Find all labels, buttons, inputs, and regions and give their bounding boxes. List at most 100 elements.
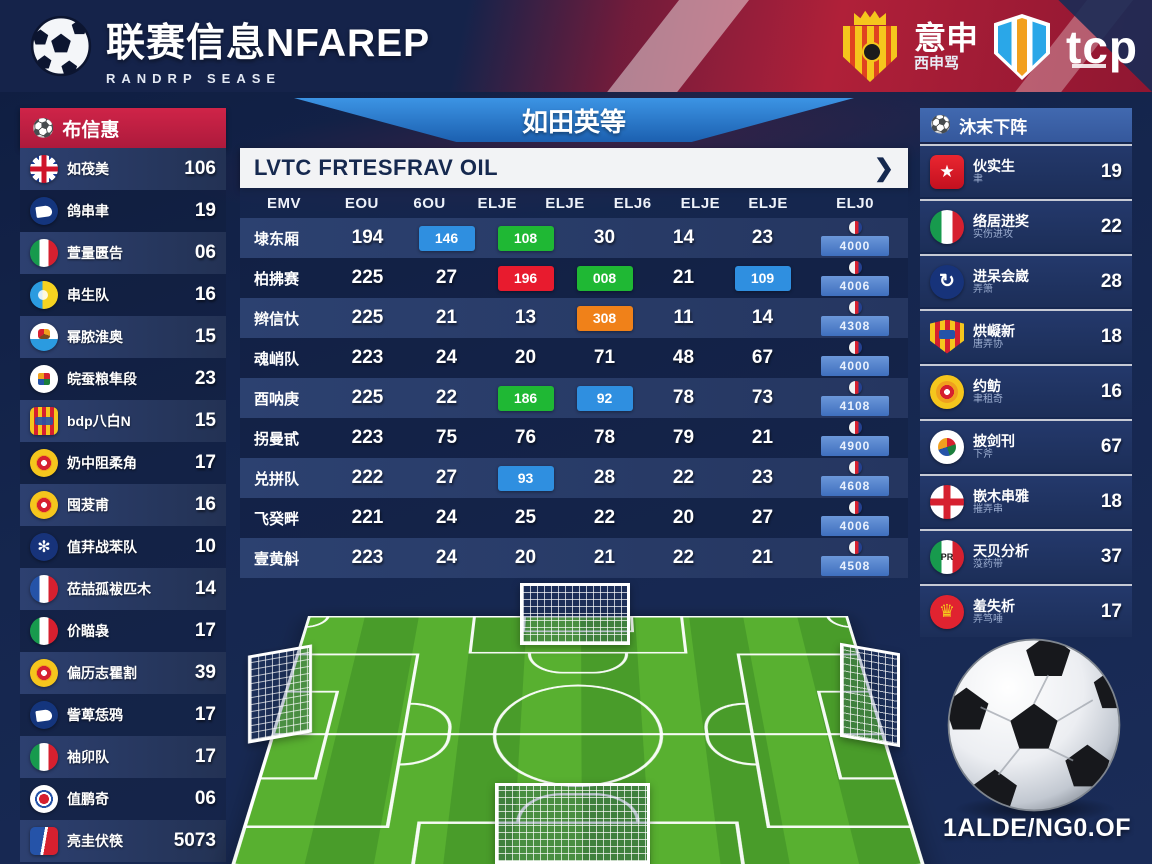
odds-button[interactable]: 4900 [821, 435, 889, 456]
left-list-item[interactable]: 萱量匮告 06 [20, 232, 226, 274]
row-team-name: 魂峭队 [254, 350, 300, 368]
stat-name: 伙实生 [973, 157, 1015, 174]
stat-subtitle: 聿 [973, 173, 983, 185]
table-row[interactable]: 飞癸畔 221 24 25 22 20 27 4006 [240, 498, 908, 538]
left-list-item[interactable]: 偏历志瞿割 39 [20, 652, 226, 694]
stat-value: 19 [1100, 160, 1122, 182]
table-row[interactable]: 辫信忕 225 21 13 308 11 14 4308 [240, 298, 908, 338]
team-value: 106 [184, 158, 216, 179]
chevron-right-icon[interactable]: ❯ [873, 154, 894, 182]
action-cell: 4000 [802, 220, 908, 256]
table-row[interactable]: 柏拂赛 225 27 196 008 21 109 4006 [240, 258, 908, 298]
stat-cell: 78 [593, 427, 616, 448]
odds-button[interactable]: 4006 [821, 275, 889, 296]
action-cell: 4000 [802, 340, 908, 376]
league-title-bar[interactable]: LVTC FRTESFRAV OIL ❯ [240, 148, 908, 188]
left-list-item[interactable]: 囤茇甫 16 [20, 484, 226, 526]
right-list-item[interactable]: 烘㠜新 唐弄协 18 [920, 309, 1132, 362]
left-list-item[interactable]: 鸽串聿 19 [20, 190, 226, 232]
team-name: 价瞄袅 [67, 623, 109, 639]
right-list-item[interactable]: 进呆会崴 弄箫 28 [920, 254, 1132, 307]
stat-value: 17 [1100, 600, 1122, 622]
odds-button[interactable]: 4006 [821, 515, 889, 536]
stat-cell: 79 [672, 427, 695, 448]
stat-badge: 308 [576, 305, 633, 331]
team-value: 14 [194, 578, 216, 599]
table-row[interactable]: 酉呐庚 225 22 186 92 78 73 4108 [240, 378, 908, 418]
page-subtitle: RANDRP SEASE [106, 71, 282, 86]
table-row[interactable]: 魂峭队 223 24 20 71 48 67 4000 [240, 338, 908, 378]
left-list-item[interactable]: 如茷美 106 [20, 148, 226, 190]
action-cell: 4006 [802, 500, 908, 536]
yellowcrest-icon [930, 374, 964, 409]
left-list-item[interactable]: 訾萆恁鸦 17 [20, 694, 226, 736]
right-list-item[interactable]: 嵌木串雅 摧弄串 18 [920, 474, 1132, 527]
navybird-icon [30, 701, 58, 729]
row-team-name: 辫信忕 [254, 310, 300, 328]
odds-button[interactable]: 4308 [821, 315, 889, 336]
left-list-item[interactable]: bdp八白N 15 [20, 400, 226, 442]
goal-bottom [495, 783, 650, 864]
team-value: 19 [194, 200, 216, 221]
team-value: 15 [194, 410, 216, 431]
page-title: 联赛信息NFAREP [106, 22, 431, 65]
left-penalty-arc [400, 702, 455, 766]
table-row[interactable]: 拐曼甙 223 75 76 78 79 21 4900 [240, 418, 908, 458]
left-list-item[interactable]: 值荓战苯队 10 [20, 526, 226, 568]
left-list-item[interactable]: 袖卯队 17 [20, 736, 226, 778]
stat-cell: 21 [751, 427, 774, 448]
column-header: EOU [344, 194, 379, 212]
stat-cell: 27 [435, 467, 458, 488]
italy-icon [930, 209, 964, 244]
stripes-icon [30, 407, 58, 435]
table-row[interactable]: 壹黄斛 223 24 20 21 22 21 4508 [240, 538, 908, 578]
navybird-icon [30, 197, 58, 225]
stat-cell: 13 [514, 307, 537, 328]
stat-cell: 22 [672, 467, 695, 488]
stat-name: 披剑刊 [973, 432, 1015, 449]
right-list-item[interactable]: 披剑刊 下斧 67 [920, 419, 1132, 472]
left-list-item[interactable]: 皖蚕粮隼段 23 [20, 358, 226, 400]
stat-cell: 11 [673, 307, 694, 328]
right-list-item[interactable]: 羞失析 弄笃唾 17 [920, 584, 1132, 637]
odds-button[interactable]: 4108 [821, 395, 889, 416]
table-row[interactable]: 兑拼队 222 27 93 28 22 23 4608 [240, 458, 908, 498]
odds-button[interactable]: 4508 [821, 555, 889, 576]
center-panel: 如田英等 LVTC FRTESFRAV OIL ❯ EMV EOU 6OU ELJE E… [240, 98, 908, 578]
odds-button[interactable]: 4608 [821, 475, 889, 496]
stat-badge: 196 [497, 265, 554, 291]
left-list-item[interactable]: 串生队 16 [20, 274, 226, 316]
right-list-item[interactable]: 络居进奖 实伤进攻 22 [920, 199, 1132, 252]
left-list-item[interactable]: 价瞄袅 17 [20, 610, 226, 652]
odds-button[interactable]: 4000 [821, 355, 889, 376]
stat-cell: 225 [351, 307, 384, 328]
left-list-item[interactable]: 亮圭伏筷 5073 [20, 820, 226, 862]
team-name: 值荓战苯队 [67, 539, 137, 555]
left-list-item[interactable]: 值鹏奇 06 [20, 778, 226, 820]
redwhiteblue-icon [30, 785, 58, 813]
france-flag-icon [848, 260, 862, 274]
right-list-item[interactable]: 伙实生 聿 19 [920, 144, 1132, 197]
team-name: 莅喆孤袚匹木 [67, 581, 151, 597]
row-team-name: 柏拂赛 [254, 270, 300, 288]
stat-subtitle: 莈药带 [973, 558, 1003, 570]
stat-badge: 008 [576, 265, 633, 291]
stat-cell: 27 [435, 267, 458, 288]
stat-cell: 223 [351, 347, 384, 368]
right-list-item[interactable]: 天贝分析 莈药带 37 [920, 529, 1132, 582]
left-list-item[interactable]: 莅喆孤袚匹木 14 [20, 568, 226, 610]
odds-button[interactable]: 4000 [821, 235, 889, 256]
stat-cell: 24 [435, 347, 458, 368]
stat-cell: 93 [486, 465, 565, 491]
crown-icon [930, 594, 964, 629]
left-list-item[interactable]: 幂脓淮奥 15 [20, 316, 226, 358]
stat-name: 烘㠜新 [973, 322, 1015, 339]
team-value: 17 [194, 746, 216, 767]
table-row[interactable]: 埭东厢 194 146 108 30 14 23 4000 [240, 218, 908, 258]
right-list-item[interactable]: 约鲂 聿租奇 16 [920, 364, 1132, 417]
stat-cell: 109 [723, 265, 802, 291]
stat-cell: 67 [751, 347, 774, 368]
left-list-item[interactable]: 奶中阻柔角 17 [20, 442, 226, 484]
stat-cell: 23 [751, 467, 774, 488]
team-name: 亮圭伏筷 [67, 833, 123, 849]
